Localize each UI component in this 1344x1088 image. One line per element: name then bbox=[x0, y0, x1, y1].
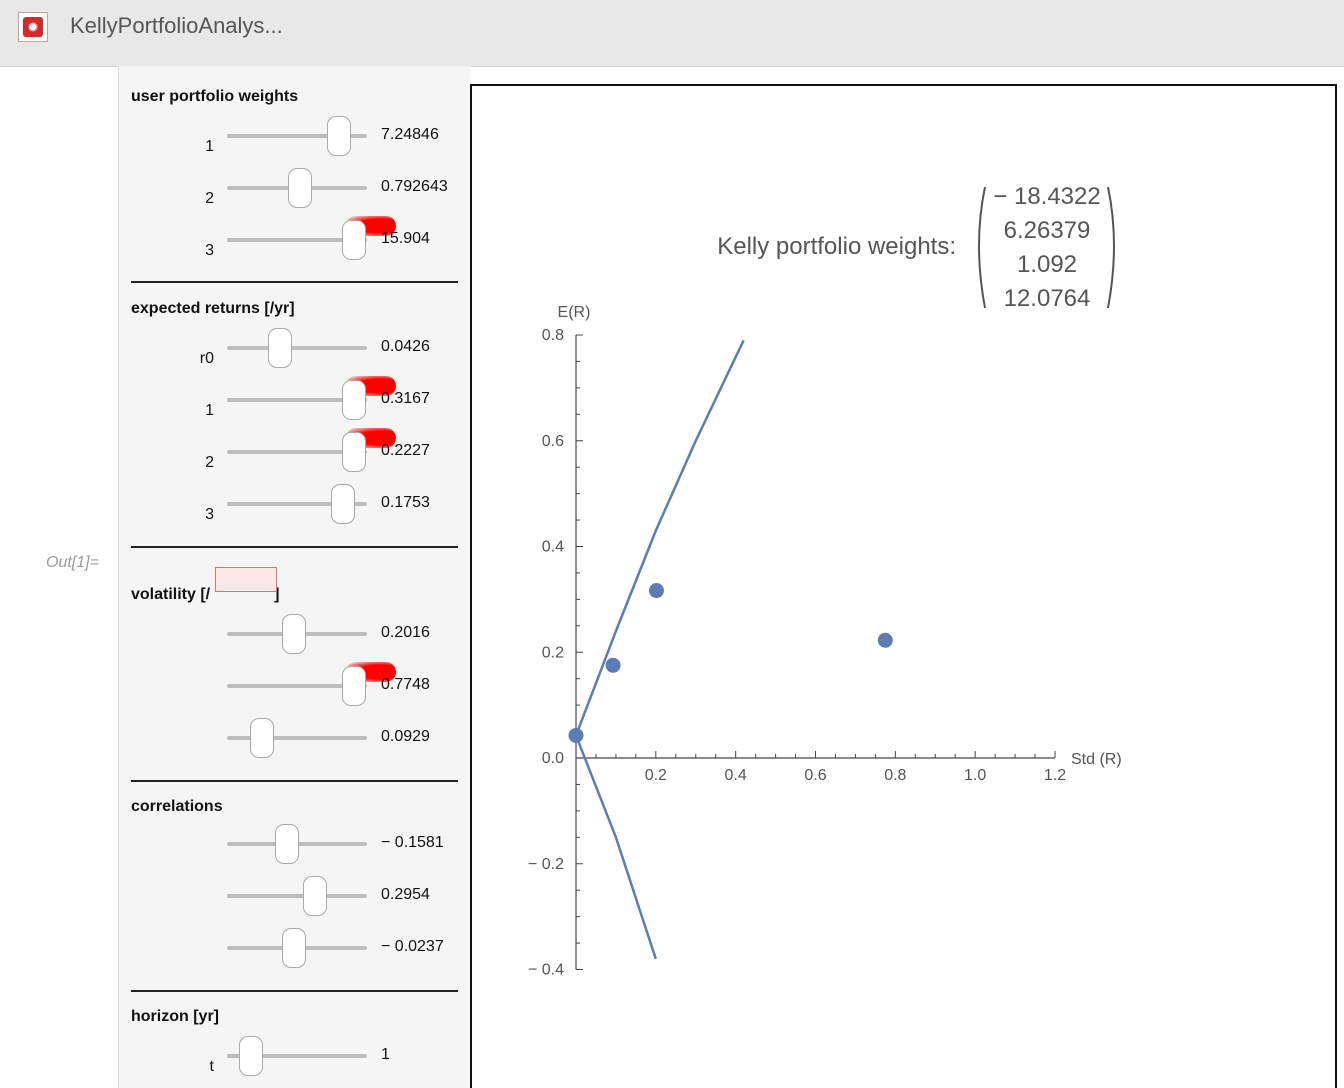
kelly-label: Kelly portfolio weights: bbox=[717, 233, 956, 260]
slider-thumb[interactable] bbox=[342, 666, 367, 706]
plot-frame: Kelly portfolio weights: − 18.4322 6.263… bbox=[470, 84, 1337, 1088]
slider-thumb[interactable] bbox=[287, 168, 312, 208]
slider-track[interactable] bbox=[227, 346, 367, 350]
divider bbox=[131, 990, 458, 992]
slider-value: 0.792643 bbox=[381, 178, 448, 195]
x-tick-label: 0.8 bbox=[884, 767, 906, 784]
slider-label: 2 bbox=[205, 190, 214, 207]
y-tick-label: − 0.4 bbox=[528, 962, 564, 979]
slider-thumb[interactable] bbox=[268, 328, 293, 368]
slider-track[interactable] bbox=[227, 134, 367, 138]
slider-value: − 0.0237 bbox=[381, 938, 444, 955]
slider-track[interactable] bbox=[227, 894, 367, 898]
x-tick-label: 0.2 bbox=[645, 767, 667, 784]
y-tick-label: 0.6 bbox=[542, 433, 564, 450]
data-point bbox=[605, 657, 621, 673]
slider-label: 3 bbox=[205, 506, 214, 523]
y-tick-label: 0.2 bbox=[542, 644, 564, 661]
slider-thumb[interactable] bbox=[331, 484, 356, 524]
x-tick-label: 0.6 bbox=[804, 767, 826, 784]
frontier-lower-line bbox=[574, 735, 658, 960]
section-title-correlations: correlations bbox=[131, 798, 223, 815]
y-tick-label: 0.8 bbox=[542, 327, 564, 344]
volatility-title-start: volatility [/ bbox=[131, 586, 211, 603]
x-tick-label: 1.2 bbox=[1044, 767, 1066, 784]
kelly-weight-2: 6.26379 bbox=[1004, 217, 1091, 244]
kelly-weight-1: − 18.4322 bbox=[993, 183, 1100, 210]
slider-thumb[interactable] bbox=[303, 876, 328, 916]
window-title: KellyPortfolioAnalys... bbox=[70, 13, 283, 38]
slider-label: 1 bbox=[205, 402, 214, 419]
matrix-bracket-left bbox=[978, 186, 986, 309]
slider-thumb[interactable] bbox=[342, 432, 367, 472]
slider-value: 0.0929 bbox=[381, 728, 430, 745]
slider-thumb[interactable] bbox=[327, 116, 351, 156]
data-point bbox=[648, 583, 664, 599]
y-axis-label: E(R) bbox=[558, 304, 591, 321]
slider-thumb[interactable] bbox=[275, 824, 300, 864]
matrix-bracket-right bbox=[1107, 186, 1115, 309]
section-title-weights: user portfolio weights bbox=[131, 88, 299, 105]
slider-value: 0.2016 bbox=[381, 624, 430, 641]
data-point bbox=[877, 632, 893, 648]
slider-thumb[interactable] bbox=[282, 928, 307, 968]
slider-label: t bbox=[209, 1058, 214, 1075]
slider-thumb[interactable] bbox=[250, 718, 274, 758]
slider-track[interactable] bbox=[227, 238, 367, 242]
slider-value: 0.2954 bbox=[381, 886, 430, 903]
chart-series bbox=[568, 339, 893, 960]
y-tick-label: 0.0 bbox=[542, 750, 564, 767]
section-title-horizon: horizon [yr] bbox=[131, 1008, 219, 1025]
slider-value: 0.1753 bbox=[381, 494, 430, 511]
slider-value: 1 bbox=[381, 1046, 390, 1063]
window-titlebar: ✹ KellyPortfolioAnalys... bbox=[0, 0, 1344, 67]
slider-thumb[interactable] bbox=[342, 380, 367, 420]
slider-label: r0 bbox=[199, 350, 214, 367]
divider bbox=[131, 546, 458, 548]
y-tick-label: − 0.2 bbox=[528, 856, 564, 873]
slider-label: 1 bbox=[205, 138, 214, 155]
section-title-returns: expected returns [/yr] bbox=[131, 300, 295, 317]
notebook-icon[interactable]: ✹ bbox=[18, 12, 48, 42]
slider-thumb[interactable] bbox=[342, 220, 367, 260]
chart-axes: 0.2 0.4 0.6 0.8 1.0 1.2 − 0.4 − 0.2 0.0 0.2 0.4 0.6… bbox=[528, 304, 1122, 979]
slider-label: 3 bbox=[205, 242, 214, 259]
slider-thumb[interactable] bbox=[282, 614, 307, 654]
slider-value: 15.904 bbox=[381, 230, 430, 247]
slider-track[interactable] bbox=[227, 502, 367, 506]
divider bbox=[131, 780, 458, 782]
error-input-box[interactable] bbox=[215, 567, 277, 592]
slider-label: 2 bbox=[205, 454, 214, 471]
x-tick-label: 1.0 bbox=[964, 767, 986, 784]
frontier-upper-line bbox=[574, 339, 745, 736]
kelly-weight-4: 12.0764 bbox=[1004, 285, 1091, 312]
divider bbox=[131, 281, 458, 283]
slider-value: 0.3167 bbox=[381, 390, 430, 407]
slider-track[interactable] bbox=[227, 398, 367, 402]
slider-value: − 0.1581 bbox=[381, 834, 444, 851]
x-axis-label: Std (R) bbox=[1071, 751, 1122, 768]
slider-value: 0.0426 bbox=[381, 338, 430, 355]
data-point bbox=[568, 727, 584, 743]
y-tick-label: 0.4 bbox=[542, 539, 564, 556]
slider-thumb[interactable] bbox=[238, 1036, 263, 1076]
control-panel: user portfolio weights expected returns … bbox=[118, 66, 470, 1088]
x-tick-label: 0.4 bbox=[725, 767, 747, 784]
gear-icon: ✹ bbox=[23, 17, 43, 37]
slider-track[interactable] bbox=[227, 1054, 367, 1058]
plot-svg: Kelly portfolio weights: − 18.4322 6.263… bbox=[528, 183, 1122, 979]
slider-value: 7.24846 bbox=[381, 126, 439, 143]
slider-value: 0.2227 bbox=[381, 442, 430, 459]
section-title-volatility: volatility [/] bbox=[131, 586, 279, 604]
kelly-weight-3: 1.092 bbox=[1017, 251, 1077, 278]
slider-value: 0.7748 bbox=[381, 676, 430, 693]
volatility-title-end: ] bbox=[274, 586, 280, 603]
slider-track[interactable] bbox=[227, 450, 367, 454]
output-cell-label: Out[1]= bbox=[46, 554, 99, 571]
slider-track[interactable] bbox=[227, 684, 367, 688]
slider-track[interactable] bbox=[227, 736, 367, 740]
